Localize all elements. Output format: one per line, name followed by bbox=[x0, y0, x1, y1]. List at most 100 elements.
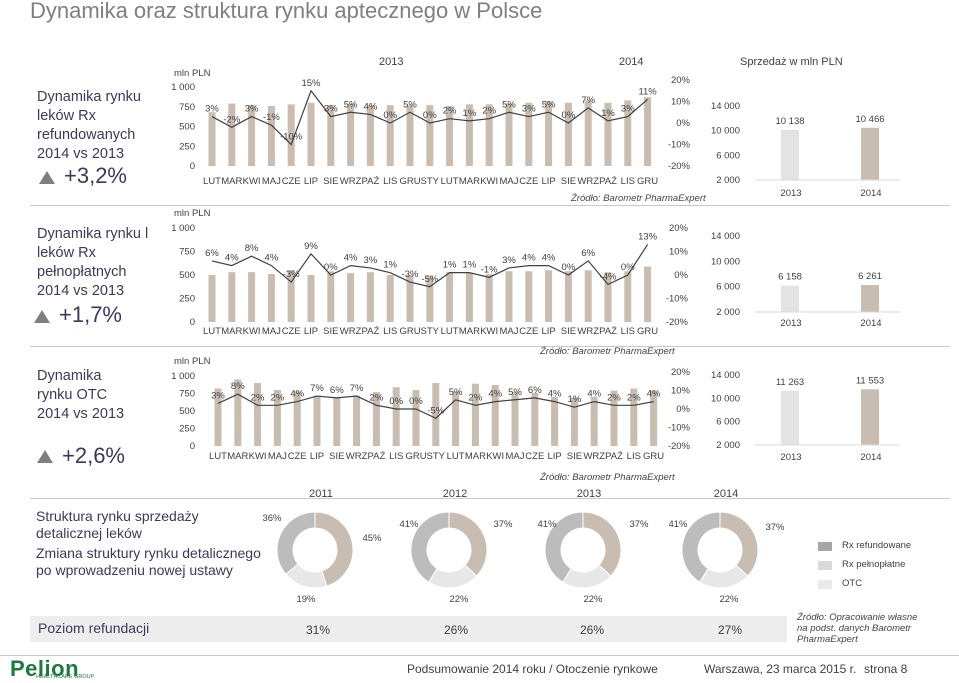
growth-label: 0% bbox=[562, 110, 576, 121]
bar bbox=[610, 390, 618, 446]
growth-label: 0% bbox=[389, 396, 403, 407]
bar bbox=[333, 397, 341, 446]
x-tick-label: MAJ bbox=[268, 451, 287, 462]
pie-slice bbox=[544, 511, 584, 583]
structure-subtitle: Zmiana struktury rynku detalicznego po w… bbox=[36, 545, 261, 578]
row-label-rx-full: Dynamika rynku l leków Rx pełnopłatnych … bbox=[37, 226, 149, 299]
pie-year-label: 2012 bbox=[443, 488, 467, 500]
bar bbox=[584, 270, 592, 322]
x-tick-label: KWI bbox=[480, 326, 498, 337]
y-tick-label: 1 000 bbox=[171, 223, 195, 234]
y2-tick-label: -20% bbox=[666, 317, 689, 328]
bar bbox=[307, 102, 315, 166]
growth-label: 0% bbox=[621, 262, 635, 273]
growth-label: 3% bbox=[324, 104, 338, 115]
data-label: 6 158 bbox=[778, 272, 802, 283]
growth-label: 1% bbox=[568, 394, 582, 405]
y-tick-label: 750 bbox=[179, 102, 195, 113]
growth-label: 8% bbox=[231, 381, 245, 392]
x-tick-label: STY bbox=[421, 176, 440, 187]
y-tick-label: 0 bbox=[190, 161, 195, 172]
x-tick-label: STY bbox=[427, 451, 446, 462]
pie-label: 22% bbox=[583, 594, 603, 605]
y-tick-label: 500 bbox=[179, 406, 195, 417]
x-tick-label: LIS bbox=[621, 176, 635, 187]
x-tick-label: LIP bbox=[310, 451, 324, 462]
growth-label: 1% bbox=[383, 260, 397, 271]
x-tick-label: WRZ bbox=[340, 176, 362, 187]
pelion-logo-sub: HEALTHCARE GROUP bbox=[36, 674, 95, 680]
growth-label: 13% bbox=[638, 231, 658, 242]
y-tick-label: 2 000 bbox=[716, 175, 740, 186]
growth-label: 3% bbox=[502, 255, 516, 266]
x-tick-label: WRZ bbox=[583, 451, 605, 462]
growth-label: 0% bbox=[383, 110, 397, 121]
y2-tick-label: 10% bbox=[671, 97, 691, 108]
bar bbox=[505, 271, 513, 322]
x-tick-label: LUT bbox=[447, 451, 465, 462]
growth-label: 2% bbox=[627, 392, 641, 403]
x-tick-label: CZE bbox=[519, 326, 538, 337]
year-2014-header: 2014 bbox=[619, 56, 644, 68]
y2-tick-label: -20% bbox=[668, 161, 691, 172]
bar bbox=[287, 104, 295, 166]
x-tick-label: LUT bbox=[203, 176, 221, 187]
y-axis-unit: mln PLN bbox=[174, 208, 211, 219]
growth-label: -1% bbox=[481, 264, 498, 275]
growth-label: 6% bbox=[528, 385, 542, 396]
x-tick-label: KWI bbox=[480, 176, 498, 187]
growth-label: 4% bbox=[225, 253, 239, 264]
y2-tick-label: -20% bbox=[668, 441, 691, 452]
y-tick-label: 14 000 bbox=[711, 370, 740, 381]
y-tick-label: 10 000 bbox=[711, 126, 740, 137]
y-tick-label: 14 000 bbox=[711, 101, 740, 112]
x-tick-label: PAŹ bbox=[362, 326, 380, 337]
growth-label: 4% bbox=[647, 389, 661, 400]
x-tick-label: LIS bbox=[383, 176, 397, 187]
bar bbox=[861, 127, 879, 180]
bar bbox=[386, 105, 394, 166]
x-tick-label: 2013 bbox=[780, 188, 801, 199]
y-tick-label: 14 000 bbox=[711, 231, 740, 242]
bar bbox=[214, 388, 222, 446]
growth-label: -5% bbox=[421, 274, 438, 285]
x-tick-label: PAŹ bbox=[368, 451, 386, 462]
growth-label: 1% bbox=[463, 108, 477, 119]
bar bbox=[465, 104, 473, 166]
growth-label: -3% bbox=[402, 269, 419, 280]
bar bbox=[406, 105, 414, 166]
y-tick-label: 6 000 bbox=[716, 150, 740, 161]
refund-bar bbox=[30, 616, 787, 642]
x-tick-label: WRZ bbox=[577, 176, 599, 187]
x-tick-label: PAŹ bbox=[605, 451, 623, 462]
x-tick-label: MAJ bbox=[506, 451, 525, 462]
data-label: 10 466 bbox=[855, 114, 884, 125]
pie-slice bbox=[448, 511, 488, 577]
bar bbox=[234, 379, 242, 446]
growth-label: 0% bbox=[562, 262, 576, 273]
pie-slice bbox=[410, 511, 450, 583]
growth-label: 4% bbox=[548, 389, 562, 400]
y2-tick-label: 20% bbox=[669, 223, 689, 234]
bar bbox=[228, 272, 236, 322]
bar bbox=[372, 392, 380, 446]
x-tick-label: MAR bbox=[227, 451, 248, 462]
bar bbox=[254, 383, 262, 446]
growth-label: 7% bbox=[581, 95, 595, 106]
legend-label-rxp: Rx pełnopłatne bbox=[842, 559, 906, 570]
y2-tick-label: 0% bbox=[676, 118, 690, 129]
bar bbox=[313, 395, 321, 446]
x-tick-label: SIE bbox=[323, 176, 338, 187]
growth-label: -10% bbox=[280, 132, 303, 143]
data-label: 10 138 bbox=[775, 116, 804, 127]
pie-year-label: 2014 bbox=[714, 488, 738, 500]
bar bbox=[327, 271, 335, 322]
bar bbox=[446, 272, 454, 322]
x-tick-label: MAJ bbox=[500, 326, 519, 337]
x-tick-label: GRU bbox=[637, 176, 658, 187]
growth-label: 0% bbox=[324, 262, 338, 273]
bar bbox=[366, 105, 374, 166]
source-note: Źródło: Barometr PharmaExpert bbox=[540, 472, 675, 483]
x-tick-label: LIS bbox=[389, 451, 403, 462]
bar bbox=[624, 100, 632, 166]
